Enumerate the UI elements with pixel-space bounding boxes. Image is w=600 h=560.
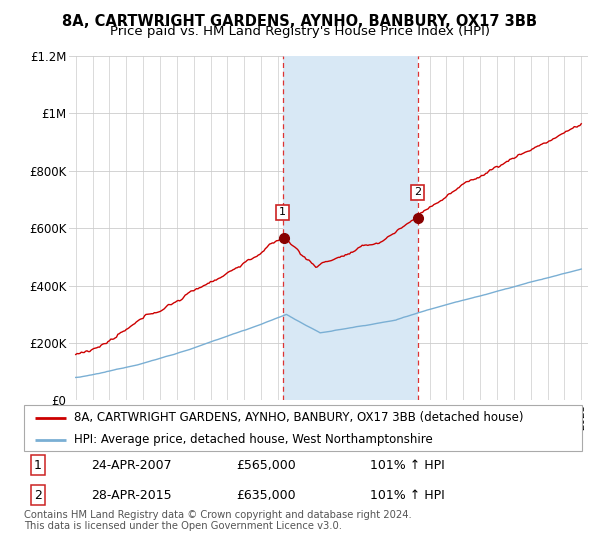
Text: £565,000: £565,000	[236, 459, 296, 472]
Text: Price paid vs. HM Land Registry's House Price Index (HPI): Price paid vs. HM Land Registry's House …	[110, 25, 490, 38]
Text: 28-APR-2015: 28-APR-2015	[91, 488, 172, 502]
Text: 1: 1	[279, 207, 286, 217]
Text: 8A, CARTWRIGHT GARDENS, AYNHO, BANBURY, OX17 3BB: 8A, CARTWRIGHT GARDENS, AYNHO, BANBURY, …	[62, 14, 538, 29]
Bar	[283, 56, 418, 400]
Text: 101% ↑ HPI: 101% ↑ HPI	[370, 488, 445, 502]
Text: 101% ↑ HPI: 101% ↑ HPI	[370, 459, 445, 472]
Text: 1: 1	[34, 459, 42, 472]
Text: Contains HM Land Registry data © Crown copyright and database right 2024.
This d: Contains HM Land Registry data © Crown c…	[24, 510, 412, 531]
Text: 24-APR-2007: 24-APR-2007	[91, 459, 172, 472]
Text: HPI: Average price, detached house, West Northamptonshire: HPI: Average price, detached house, West…	[74, 433, 433, 446]
FancyBboxPatch shape	[24, 405, 582, 451]
Text: 2: 2	[414, 188, 421, 197]
Text: £635,000: £635,000	[236, 488, 296, 502]
Text: 2: 2	[34, 488, 42, 502]
Text: 8A, CARTWRIGHT GARDENS, AYNHO, BANBURY, OX17 3BB (detached house): 8A, CARTWRIGHT GARDENS, AYNHO, BANBURY, …	[74, 411, 524, 424]
